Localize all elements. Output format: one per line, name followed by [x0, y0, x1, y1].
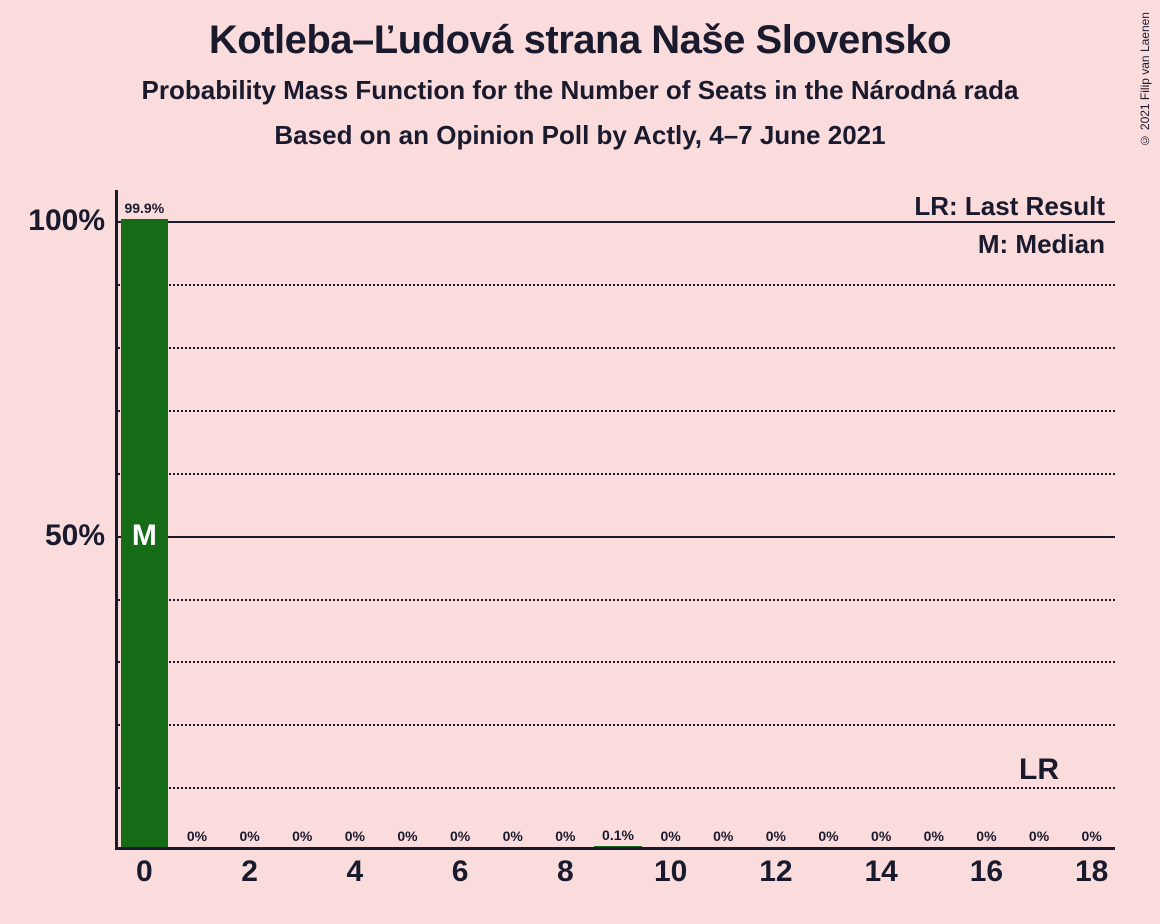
x-tick-label-4: 4	[346, 855, 363, 889]
bar-value-8: 0%	[555, 828, 575, 844]
chart-title: Kotleba–Ľudová strana Naše Slovensko	[0, 18, 1160, 63]
bar-value-7: 0%	[503, 828, 523, 844]
copyright-text: © 2021 Filip van Laenen	[1138, 12, 1152, 147]
y-tick-label-100: 100%	[5, 204, 105, 238]
bar-value-1: 0%	[187, 828, 207, 844]
chart-subtitle: Probability Mass Function for the Number…	[0, 75, 1160, 106]
gridline-70	[118, 410, 1115, 412]
bar-value-15: 0%	[924, 828, 944, 844]
bar-value-9: 0.1%	[602, 827, 634, 843]
gridline-60	[118, 473, 1115, 475]
legend-last-result: LR: Last Result	[914, 191, 1105, 222]
x-tick-label-8: 8	[557, 855, 574, 889]
gridline-40	[118, 599, 1115, 601]
bar-value-11: 0%	[713, 828, 733, 844]
bar-value-12: 0%	[766, 828, 786, 844]
x-tick-label-2: 2	[241, 855, 258, 889]
plot-area: 024681012141618LR: Last ResultM: Median9…	[115, 190, 1115, 850]
x-tick-label-18: 18	[1075, 855, 1108, 889]
gridline-50	[118, 536, 1115, 538]
x-tick-label-6: 6	[452, 855, 469, 889]
x-tick-label-0: 0	[136, 855, 153, 889]
bar-value-6: 0%	[450, 828, 470, 844]
median-marker: M	[132, 519, 157, 553]
bar-value-16: 0%	[976, 828, 996, 844]
x-tick-label-12: 12	[759, 855, 792, 889]
bar-value-4: 0%	[345, 828, 365, 844]
x-tick-label-10: 10	[654, 855, 687, 889]
last-result-marker: LR	[1019, 753, 1059, 787]
chart-container: 0 2 4 6 8 10 12 14 16 18 LR: Last Result M: Median 9…	[0, 170, 1160, 910]
gridline-80	[118, 347, 1115, 349]
bar-value-10: 0%	[661, 828, 681, 844]
gridline-20	[118, 724, 1115, 726]
gridline-10	[118, 787, 1115, 789]
bar-value-3: 0%	[292, 828, 312, 844]
gridline-90	[118, 284, 1115, 286]
y-axis	[115, 190, 118, 850]
bar-value-5: 0%	[397, 828, 417, 844]
title-block: Kotleba–Ľudová strana Naše Slovensko Pro…	[0, 0, 1160, 151]
x-tick-label-16: 16	[970, 855, 1003, 889]
bar-9	[594, 846, 641, 847]
bar-value-14: 0%	[871, 828, 891, 844]
bar-value-0: 99.9%	[124, 200, 164, 216]
chart-subtitle-2: Based on an Opinion Poll by Actly, 4–7 J…	[0, 120, 1160, 151]
gridline-30	[118, 661, 1115, 663]
bar-value-13: 0%	[818, 828, 838, 844]
x-axis	[115, 847, 1115, 850]
legend-median: M: Median	[978, 229, 1105, 260]
x-tick-label-14: 14	[864, 855, 897, 889]
bar-value-17: 0%	[1029, 828, 1049, 844]
y-tick-label-50: 50%	[5, 519, 105, 553]
bar-value-18: 0%	[1082, 828, 1102, 844]
bar-value-2: 0%	[239, 828, 259, 844]
